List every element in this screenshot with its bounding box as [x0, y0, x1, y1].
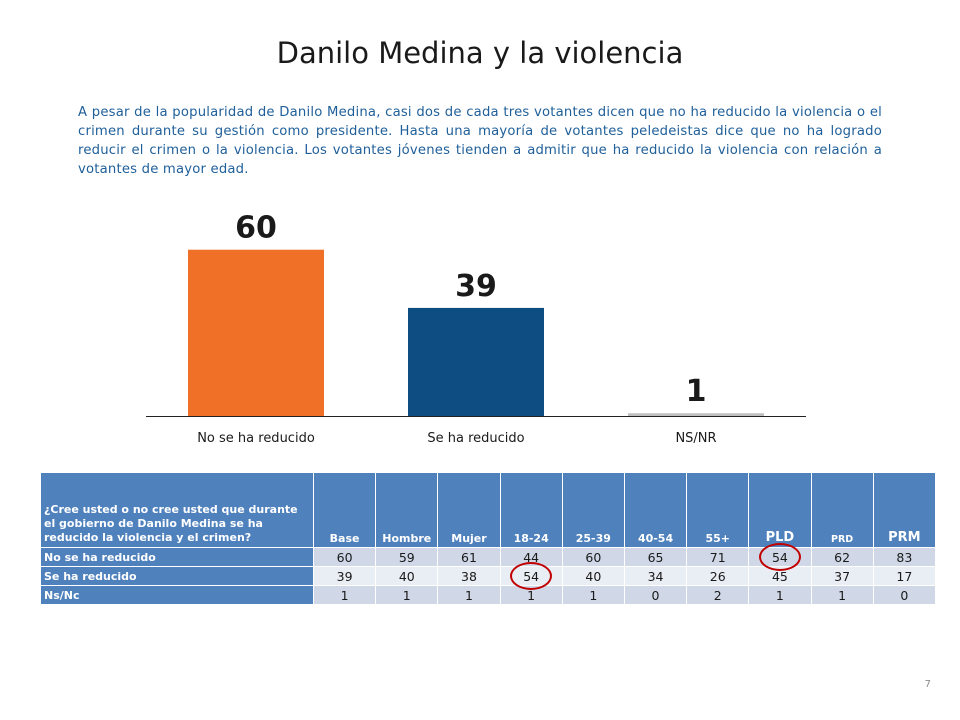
table-cell: 1	[810, 585, 874, 605]
table-cell: 45	[748, 566, 812, 586]
table-cell: 83	[872, 547, 937, 567]
column-header-25-39: 25-39	[561, 472, 625, 548]
column-header-base: Base	[312, 472, 377, 548]
bar-2	[628, 413, 764, 416]
column-header-mujer: Mujer	[437, 472, 501, 548]
data-label-2: 1	[686, 374, 707, 409]
table-cell: 71	[686, 547, 750, 567]
page-title: Danilo Medina y la violencia	[276, 36, 684, 70]
category-label-1: Se ha reducido	[427, 431, 524, 446]
row-label: No se ha reducido	[40, 547, 314, 567]
page-number: 7	[924, 679, 931, 690]
category-label-0: No se ha reducido	[197, 431, 315, 446]
category-label-2: NS/NR	[675, 431, 716, 446]
table-cell: 60	[561, 547, 625, 567]
table-cell: 59	[375, 547, 439, 567]
table-cell: 2	[686, 585, 750, 605]
column-header-prm: PRM	[872, 472, 937, 548]
crosstab-table: ¿Cree usted o no cree usted que durante …	[40, 472, 937, 605]
column-header-prd: PRD	[810, 472, 874, 548]
table-cell: 62	[810, 547, 874, 567]
table-cell: 40	[561, 566, 625, 586]
bar-0	[188, 249, 324, 416]
column-header-hombre: Hombre	[375, 472, 439, 548]
data-label-1: 39	[455, 269, 497, 304]
table-cell: 26	[686, 566, 750, 586]
table-cell: 39	[312, 566, 377, 586]
table-cell: 37	[810, 566, 874, 586]
table-cell: 1	[561, 585, 625, 605]
table-cell: 1	[499, 585, 563, 605]
table-header-row: ¿Cree usted o no cree usted que durante …	[40, 472, 937, 548]
table-cell: 1	[375, 585, 439, 605]
table-row: Se ha reducido 39 40 38 54 40 34 26 45 3…	[40, 566, 937, 586]
table-cell: 1	[312, 585, 377, 605]
bar-1	[408, 307, 544, 416]
table-cell: 1	[437, 585, 501, 605]
table-cell: 38	[437, 566, 501, 586]
column-header-pld: PLD	[748, 472, 812, 548]
bar-chart: 60 No se ha reducido 39 Se ha reducido 1 NS/N…	[146, 211, 806, 446]
table-cell: 1	[748, 585, 812, 605]
table-cell: 0	[623, 585, 688, 605]
table-cell: 40	[375, 566, 439, 586]
table-cell: 34	[623, 566, 688, 586]
table-row: No se ha reducido 60 59 61 44 60 65 71 5…	[40, 547, 937, 567]
data-label-0: 60	[235, 211, 277, 246]
column-header-18-24: 18-24	[499, 472, 563, 548]
table-cell: 0	[872, 585, 937, 605]
table-cell: 44	[499, 547, 563, 567]
table-cell: 61	[437, 547, 501, 567]
row-label: Se ha reducido	[40, 566, 314, 586]
table-cell: 60	[312, 547, 377, 567]
table-cell: 65	[623, 547, 688, 567]
row-label: Ns/Nc	[40, 585, 314, 605]
question-header: ¿Cree usted o no cree usted que durante …	[40, 472, 314, 548]
table-row: Ns/Nc 1 1 1 1 1 0 2 1 1 0	[40, 585, 937, 605]
table-cell: 17	[872, 566, 937, 586]
table-cell-highlighted: 54	[499, 566, 563, 586]
column-header-40-54: 40-54	[623, 472, 688, 548]
description-paragraph: A pesar de la popularidad de Danilo Medi…	[78, 105, 882, 177]
table-cell-highlighted: 54	[748, 547, 812, 567]
column-header-55plus: 55+	[686, 472, 750, 548]
